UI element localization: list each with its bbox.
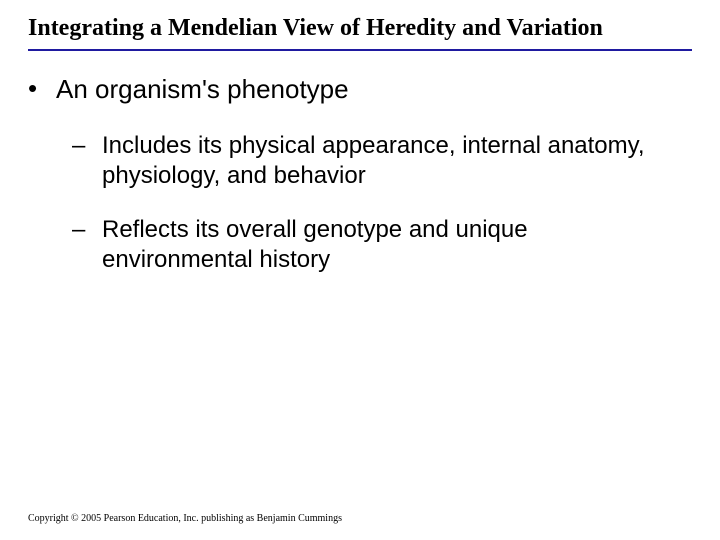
- bullet-text: An organism's phenotype: [56, 73, 349, 106]
- dash-marker: –: [72, 215, 102, 275]
- bullet-level2: – Includes its physical appearance, inte…: [72, 131, 692, 191]
- copyright-text: Copyright © 2005 Pearson Education, Inc.…: [28, 513, 342, 524]
- bullet-marker: •: [28, 73, 56, 106]
- bullet-level2: – Reflects its overall genotype and uniq…: [72, 215, 692, 275]
- slide-title: Integrating a Mendelian View of Heredity…: [28, 14, 692, 51]
- slide-body: • An organism's phenotype – Includes its…: [0, 51, 720, 276]
- dash-marker: –: [72, 131, 102, 191]
- bullet-level1: • An organism's phenotype: [28, 73, 692, 106]
- sub-bullet-text: Reflects its overall genotype and unique…: [102, 215, 662, 275]
- sub-bullet-text: Includes its physical appearance, intern…: [102, 131, 662, 191]
